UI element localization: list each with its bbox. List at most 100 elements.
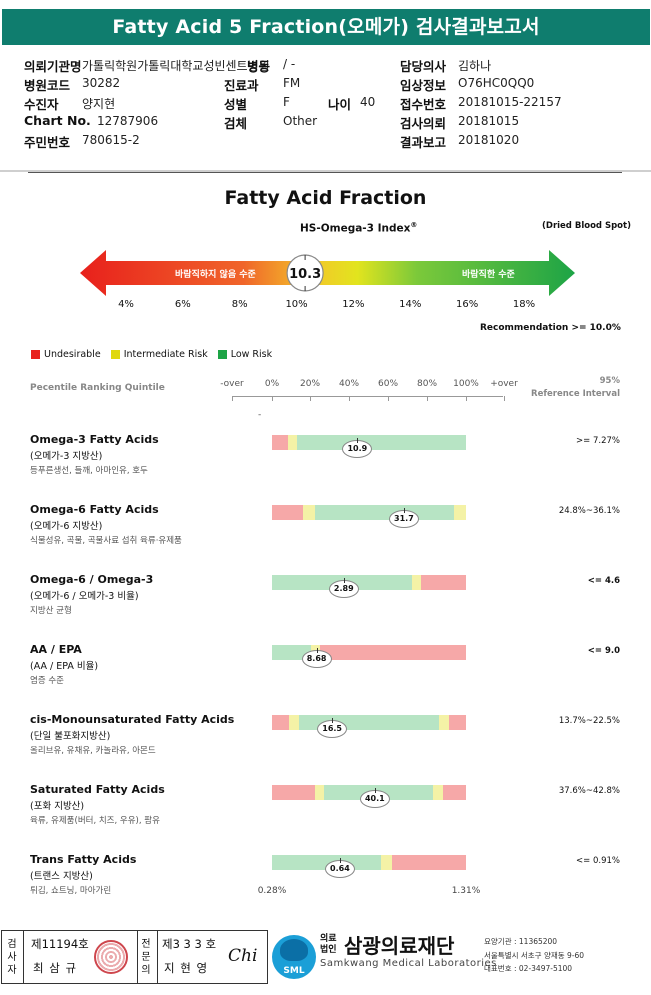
result-marker: 8.68 xyxy=(301,648,332,668)
test-korean-name: (AA / EPA 비율) xyxy=(30,661,99,672)
info-label: 나이 xyxy=(328,97,352,112)
reference-interval: <= 9.0 xyxy=(587,646,620,656)
legend-swatch xyxy=(217,350,227,359)
bar-segment-green xyxy=(272,645,311,660)
bar-segment-red xyxy=(320,645,466,660)
reference-label-1: 95% xyxy=(599,376,620,386)
dash-mark: - xyxy=(258,410,262,420)
corp-english-name: Samkwang Medical Laboratories xyxy=(320,958,497,969)
section-divider xyxy=(28,172,622,173)
bottom-tick-label: 1.31% xyxy=(451,886,481,896)
info-label: 수진자 xyxy=(24,97,59,112)
sample-type: (Dried Blood Spot) xyxy=(542,221,631,231)
info-label: 검사의뢰 xyxy=(400,116,447,131)
percentile-bar xyxy=(272,505,466,520)
bar-segment-yellow xyxy=(314,785,325,800)
examiner-label-char: 자 xyxy=(7,965,17,976)
divider xyxy=(157,931,158,983)
gauge-tick-label: 8% xyxy=(231,299,248,310)
corp-address: 서울특별시 서초구 양재동 9-60 xyxy=(484,951,585,960)
percentile-label: Pecentile Ranking Quintile xyxy=(30,383,165,393)
test-name: Omega-6 / Omega-3 xyxy=(30,573,154,586)
percentile-bar xyxy=(272,855,466,870)
reference-interval: 37.6%~42.8% xyxy=(558,786,620,796)
percentile-tick-label: 0% xyxy=(264,379,280,389)
gauge-arrow xyxy=(80,250,575,296)
reference-interval-label: 95% Reference Interval xyxy=(520,375,620,401)
reference-interval: >= 7.27% xyxy=(576,436,620,446)
bar-segment-yellow xyxy=(411,575,422,590)
info-value: Other xyxy=(283,114,318,128)
info-label: 주민번호 xyxy=(24,135,71,150)
examiner-label-char: 검 xyxy=(7,939,17,950)
legend-swatch xyxy=(31,350,40,359)
info-value: 20181020 xyxy=(458,133,520,147)
examiner-name: 최 삼 규 xyxy=(33,961,78,975)
test-korean-name: (포화 지방산) xyxy=(30,801,85,812)
test-korean-name: (오메가-6 / 오메가-3 비율) xyxy=(30,591,139,602)
test-korean-name: (트랜스 지방산) xyxy=(30,871,93,882)
sml-logo-icon: SML xyxy=(272,935,316,979)
info-value: 김하나 xyxy=(458,59,492,73)
legend-item: Intermediate Risk xyxy=(110,349,208,360)
divider xyxy=(137,931,138,983)
report-header: Fatty Acid 5 Fraction(오메가) 검사결과보고서 xyxy=(2,9,650,45)
gauge-tick-label: 4% xyxy=(118,299,134,310)
reference-interval: 13.7%~22.5% xyxy=(558,716,620,726)
result-marker: 31.7 xyxy=(388,508,419,528)
corp-prefix-1: 의료 xyxy=(320,934,337,944)
info-value: FM xyxy=(283,76,301,90)
percentile-tick xyxy=(349,396,350,401)
info-label: 진료과 xyxy=(224,78,259,93)
reference-label-2: Reference Interval xyxy=(531,389,620,399)
bar-segment-yellow xyxy=(432,785,443,800)
bar-segment-red xyxy=(392,855,466,870)
info-value: 20181015-22157 xyxy=(458,95,562,109)
result-marker: 2.89 xyxy=(328,578,359,598)
bar-segment-yellow xyxy=(454,505,466,520)
test-name: cis-Monounsaturated Fatty Acids xyxy=(30,713,235,726)
info-label: 검체 xyxy=(224,116,248,131)
info-value: / - xyxy=(283,57,296,71)
divider xyxy=(23,931,24,983)
bar-segment-red xyxy=(421,575,466,590)
percentile-tick xyxy=(232,396,233,401)
test-description: 등푸른생선, 들깨, 아마인유, 호두 xyxy=(30,466,148,476)
percentile-bar xyxy=(272,715,466,730)
legend-label: Low Risk xyxy=(230,349,273,360)
test-description: 염증 수준 xyxy=(30,676,64,686)
percentile-bar xyxy=(272,435,466,450)
info-label: 담당의사 xyxy=(400,59,447,74)
test-korean-name: (오메가-6 지방산) xyxy=(30,521,103,532)
specialist-label-char: 문 xyxy=(141,952,151,963)
test-name: Omega-6 Fatty Acids xyxy=(30,503,159,516)
legend-swatch xyxy=(110,350,120,359)
specialist-license: 제3 3 3 호 xyxy=(162,937,217,951)
test-name: AA / EPA xyxy=(30,643,82,656)
signature-box xyxy=(1,930,268,984)
result-marker: 16.5 xyxy=(317,718,348,738)
gauge-left-label: 바람직하지 않음 수준 xyxy=(175,268,256,280)
corp-code: 요양기관 : 11365200 xyxy=(484,937,558,946)
percentile-tick-label: 100% xyxy=(453,379,479,389)
test-description: 식물성유, 곡물, 곡물사료 섭취 육류·유제품 xyxy=(30,536,182,546)
info-label: 병동 xyxy=(247,59,271,74)
percentile-tick xyxy=(504,396,505,401)
gauge-value: 10.3 xyxy=(289,267,321,282)
omega3-index-gauge: 바람직하지 않음 수준 바람직한 수준 10.3 xyxy=(80,250,575,296)
percentile-tick xyxy=(388,396,389,401)
test-description: 육류, 유제품(버터, 치즈, 우유), 팜유 xyxy=(30,816,160,826)
index-label: HS-Omega-3 Index® xyxy=(300,221,418,235)
result-marker: 0.64 xyxy=(324,858,355,878)
gauge-axis: 4% 6% 8% 10% 12% 14% 16% 18% xyxy=(0,299,651,313)
info-value: O76HC0QQ0 xyxy=(458,76,535,90)
bar-segment-yellow xyxy=(303,505,315,520)
bar-segment-red xyxy=(448,715,466,730)
reference-interval: <= 0.91% xyxy=(576,856,620,866)
reference-interval: 24.8%~36.1% xyxy=(558,506,620,516)
test-name: Saturated Fatty Acids xyxy=(30,783,165,796)
info-value: 12787906 xyxy=(97,114,159,128)
legend-label: Undesirable xyxy=(44,349,101,360)
info-value: 40 xyxy=(360,95,376,109)
signature: Chi xyxy=(228,946,258,966)
